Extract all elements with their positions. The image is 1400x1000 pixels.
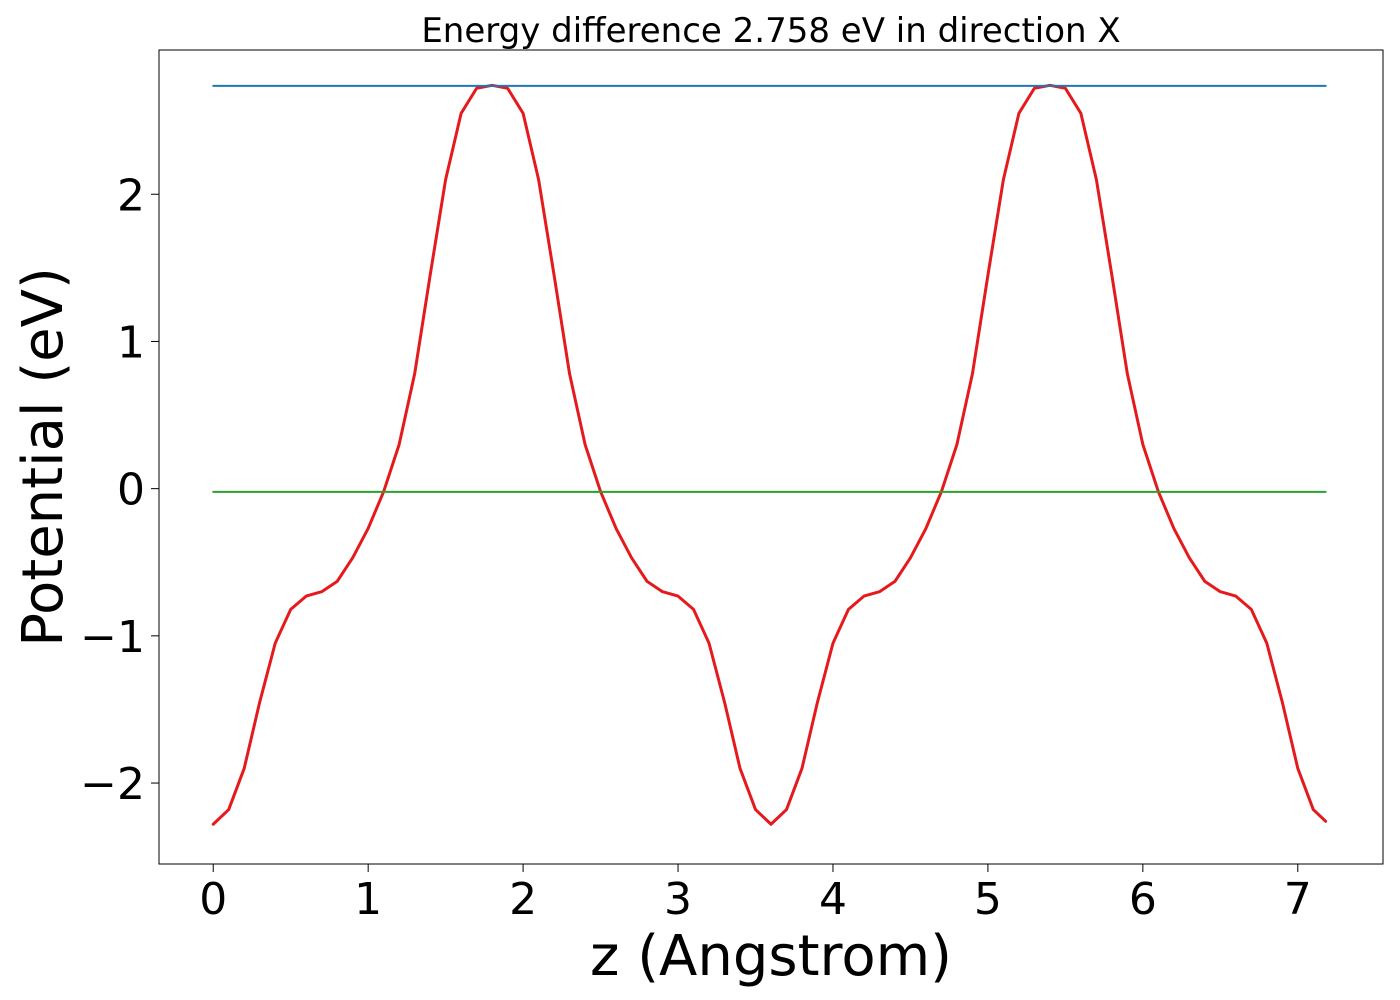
y-tick-label: 0	[117, 465, 145, 516]
plot-frame	[158, 49, 1384, 865]
x-tick-label: 7	[1284, 874, 1312, 925]
x-axis: 0 1 2 3 4 5 6 7	[199, 864, 1312, 925]
y-tick-label: −2	[80, 759, 145, 810]
y-axis-label: Potential (eV)	[11, 267, 76, 647]
x-tick-label: 2	[509, 874, 537, 925]
y-tick-label: 2	[117, 170, 145, 221]
series-line-0	[211, 83, 1328, 826]
y-tick-label: −1	[80, 612, 145, 663]
chart-title: Energy difference 2.758 eV in direction …	[421, 11, 1120, 51]
x-axis-label: z (Angstrom)	[590, 924, 952, 989]
x-tick-label: 5	[974, 874, 1002, 925]
x-tick-label: 3	[664, 874, 692, 925]
y-tick-label: 1	[117, 317, 145, 368]
x-tick-label: 6	[1129, 874, 1157, 925]
series-layer	[211, 83, 1328, 826]
plot-area	[158, 49, 1384, 865]
x-tick-label: 0	[199, 874, 227, 925]
y-axis: −2 −1 0 1 2	[80, 170, 159, 810]
x-tick-label: 4	[819, 874, 847, 925]
x-tick-label: 1	[354, 874, 382, 925]
